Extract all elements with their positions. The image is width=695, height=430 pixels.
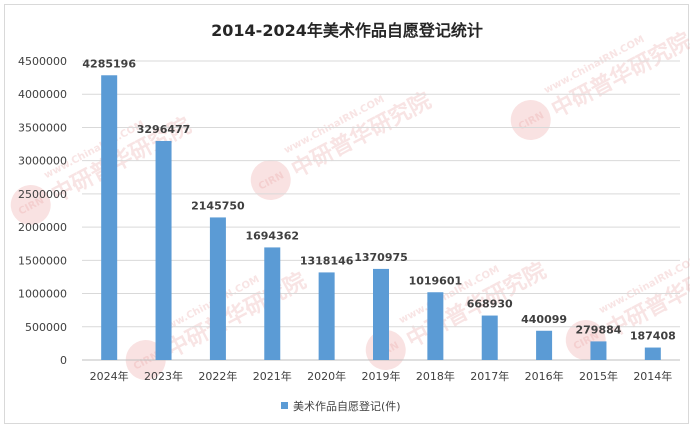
y-tick-label: 2000000	[18, 221, 67, 234]
data-label: 1019601	[409, 274, 463, 287]
bar	[644, 347, 661, 360]
y-axis-tick-labels: 0 500000 1000000 1500000 2000000 2500000 30000…	[18, 55, 67, 367]
watermark-logo-circle	[510, 100, 551, 141]
bar	[373, 268, 389, 360]
x-tick-label: 2021年	[253, 369, 292, 383]
x-tick-label: 2022年	[198, 369, 237, 383]
x-tick-label: 2017年	[470, 369, 509, 383]
chart-title: 2014-2024年美术作品自愿登记统计	[211, 21, 483, 40]
y-tick-label: 500000	[25, 321, 67, 334]
data-label: 2145750	[191, 199, 245, 212]
legend: 美术作品自愿登记(件)	[281, 399, 401, 413]
bar	[209, 217, 226, 360]
x-axis-tick-labels: 2024年 2023年 2022年 2021年 2020年 2019年 2018年 2017年…	[90, 369, 673, 383]
bar	[481, 315, 498, 360]
data-label: 440099	[521, 313, 567, 326]
data-label: 279884	[575, 323, 621, 336]
data-label: 187408	[630, 330, 676, 343]
gridlines	[82, 60, 680, 361]
bar	[155, 140, 172, 360]
legend-label: 美术作品自愿登记(件)	[293, 399, 401, 413]
x-tick-label: 2014年	[633, 369, 672, 383]
data-label: 3296477	[137, 123, 191, 136]
data-label: 668930	[467, 298, 513, 311]
y-tick-label: 4000000	[18, 88, 67, 101]
data-label: 4285196	[82, 57, 136, 70]
y-tick-label: 3000000	[18, 155, 67, 168]
x-tick-label: 2018年	[416, 369, 455, 383]
bar	[264, 247, 281, 360]
x-tick-label: 2015年	[579, 369, 618, 383]
x-tick-label: 2024年	[90, 369, 129, 383]
y-tick-label: 2500000	[18, 188, 67, 201]
watermark-logo-circle	[250, 160, 291, 201]
watermark-logo-circle	[10, 185, 51, 226]
bar	[427, 292, 444, 360]
x-tick-label: 2020年	[307, 369, 346, 383]
y-tick-label: 3500000	[18, 121, 67, 134]
bar	[590, 341, 607, 360]
y-tick-label: 1000000	[18, 288, 67, 301]
data-label: 1370975	[354, 251, 408, 264]
y-tick-label: 0	[60, 354, 67, 367]
x-tick-label: 2019年	[362, 369, 401, 383]
bar	[101, 75, 118, 361]
data-label: 1694362	[245, 229, 299, 242]
y-tick-label: 4500000	[18, 55, 67, 68]
x-tick-label: 2023年	[144, 369, 183, 383]
bar	[318, 272, 335, 360]
legend-swatch	[281, 402, 288, 409]
bar-series	[101, 75, 661, 361]
data-label: 1318146	[300, 254, 354, 267]
x-tick-label: 2016年	[525, 369, 564, 383]
chart-frame: CIRN www.ChinaIRN.COM 中研普华研究院 CIRN www.China…	[4, 4, 690, 424]
bar	[536, 330, 553, 360]
y-tick-label: 1500000	[18, 254, 67, 267]
